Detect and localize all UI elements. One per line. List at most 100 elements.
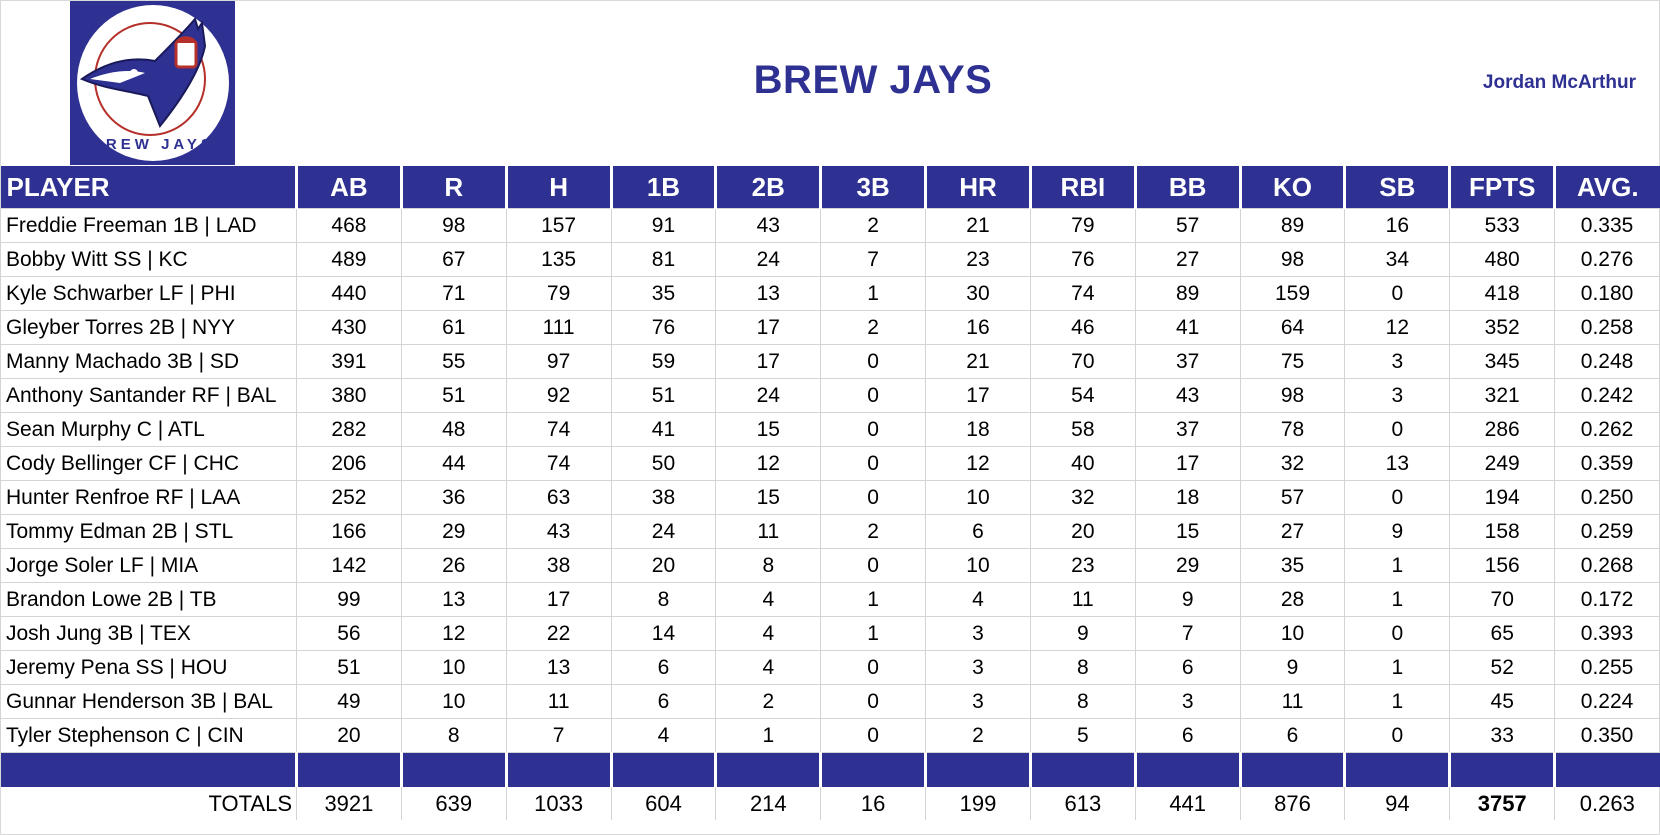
column-header-sb[interactable]: SB [1343,166,1450,209]
stat-cell[interactable]: 11 [1239,684,1346,719]
stat-cell[interactable]: 8 [610,582,717,617]
stat-cell[interactable]: 98 [400,208,507,243]
stat-cell[interactable]: 23 [925,242,1031,277]
stat-cell[interactable]: 6 [1239,718,1346,753]
stat-cell[interactable]: 194 [1449,480,1556,515]
stat-cell[interactable]: 533 [1449,208,1556,243]
stat-cell[interactable]: 56 [296,616,402,651]
player-name-cell[interactable]: Josh Jung 3B | TEX [0,616,297,651]
stat-cell[interactable]: 40 [1029,446,1136,481]
total-cell[interactable]: 441 [1134,787,1241,820]
stat-cell[interactable]: 11 [715,514,822,549]
stat-cell[interactable]: 17 [715,344,822,379]
stat-cell[interactable]: 0 [820,480,927,515]
stat-cell[interactable]: 18 [1134,480,1241,515]
stat-cell[interactable]: 59 [610,344,717,379]
stat-cell[interactable]: 29 [400,514,507,549]
stat-cell[interactable]: 0 [1344,276,1451,311]
stat-cell[interactable]: 0.250 [1554,480,1660,515]
stat-cell[interactable]: 97 [505,344,612,379]
stat-cell[interactable]: 43 [505,514,612,549]
stat-cell[interactable]: 6 [610,684,717,719]
stat-cell[interactable]: 27 [1239,514,1346,549]
player-name-cell[interactable]: Gleyber Torres 2B | NYY [0,310,297,345]
column-header-ko[interactable]: KO [1238,166,1345,209]
stat-cell[interactable]: 70 [1449,582,1556,617]
totals-label[interactable]: TOTALS [208,790,292,816]
total-cell[interactable]: 3921 [296,787,402,820]
stat-cell[interactable]: 2 [820,514,927,549]
player-name-cell[interactable]: Kyle Schwarber LF | PHI [0,276,297,311]
stat-cell[interactable]: 0.262 [1554,412,1660,447]
stat-cell[interactable]: 391 [296,344,402,379]
stat-cell[interactable]: 4 [610,718,717,753]
stat-cell[interactable]: 63 [505,480,612,515]
stat-cell[interactable]: 0.359 [1554,446,1660,481]
stat-cell[interactable]: 3 [925,616,1031,651]
stat-cell[interactable]: 0 [820,378,927,413]
stat-cell[interactable]: 13 [1344,446,1451,481]
stat-cell[interactable]: 0 [1344,412,1451,447]
stat-cell[interactable]: 15 [1134,514,1241,549]
stat-cell[interactable]: 0 [820,684,927,719]
stat-cell[interactable]: 41 [610,412,717,447]
stat-cell[interactable]: 0 [820,548,927,583]
column-header-fpts[interactable]: FPTS [1448,166,1555,209]
stat-cell[interactable]: 17 [505,582,612,617]
stat-cell[interactable]: 1 [715,718,822,753]
player-name-cell[interactable]: Jeremy Pena SS | HOU [0,650,297,685]
stat-cell[interactable]: 1 [820,582,927,617]
stat-cell[interactable]: 3 [925,650,1031,685]
stat-cell[interactable]: 45 [1449,684,1556,719]
stat-cell[interactable]: 41 [1134,310,1241,345]
stat-cell[interactable]: 58 [1029,412,1136,447]
total-cell[interactable]: 214 [715,787,821,820]
stat-cell[interactable]: 57 [1134,208,1241,243]
stat-cell[interactable]: 252 [296,480,402,515]
player-name-cell[interactable]: Freddie Freeman 1B | LAD [0,208,297,243]
stat-cell[interactable]: 89 [1134,276,1241,311]
stat-cell[interactable]: 38 [505,548,612,583]
stat-cell[interactable]: 142 [296,548,402,583]
stat-cell[interactable]: 16 [1344,208,1451,243]
player-name-cell[interactable]: Sean Murphy C | ATL [0,412,297,447]
stat-cell[interactable]: 46 [1029,310,1136,345]
stat-cell[interactable]: 380 [296,378,402,413]
stat-cell[interactable]: 26 [400,548,507,583]
stat-cell[interactable]: 20 [1029,514,1136,549]
stat-cell[interactable]: 65 [1449,616,1556,651]
stat-cell[interactable]: 18 [925,412,1031,447]
column-header-h[interactable]: H [504,166,612,209]
stat-cell[interactable]: 8 [1029,650,1136,685]
stat-cell[interactable]: 70 [1029,344,1136,379]
stat-cell[interactable]: 9 [1134,582,1241,617]
stat-cell[interactable]: 0 [1344,616,1451,651]
player-name-cell[interactable]: Manny Machado 3B | SD [0,344,297,379]
stat-cell[interactable]: 44 [400,446,507,481]
stat-cell[interactable]: 8 [1029,684,1136,719]
stat-cell[interactable]: 1 [820,616,927,651]
player-name-cell[interactable]: Cody Bellinger CF | CHC [0,446,297,481]
stat-cell[interactable]: 5 [1029,718,1136,753]
stat-cell[interactable]: 7 [1134,616,1241,651]
stat-cell[interactable]: 64 [1239,310,1346,345]
stat-cell[interactable]: 158 [1449,514,1556,549]
stat-cell[interactable]: 51 [610,378,717,413]
stat-cell[interactable]: 24 [610,514,717,549]
stat-cell[interactable]: 206 [296,446,402,481]
stat-cell[interactable]: 74 [505,412,612,447]
stat-cell[interactable]: 35 [610,276,717,311]
stat-cell[interactable]: 489 [296,242,402,277]
stat-cell[interactable]: 1 [1344,582,1451,617]
stat-cell[interactable]: 12 [400,616,507,651]
stat-cell[interactable]: 1 [1344,684,1451,719]
column-header-2b[interactable]: 2B [714,166,821,209]
stat-cell[interactable]: 17 [1134,446,1241,481]
stat-cell[interactable]: 157 [505,208,612,243]
stat-cell[interactable]: 3 [1134,684,1241,719]
stat-cell[interactable]: 12 [925,446,1031,481]
total-cell[interactable]: 613 [1029,787,1136,820]
stat-cell[interactable]: 430 [296,310,402,345]
stat-cell[interactable]: 0 [820,412,927,447]
stat-cell[interactable]: 43 [715,208,822,243]
